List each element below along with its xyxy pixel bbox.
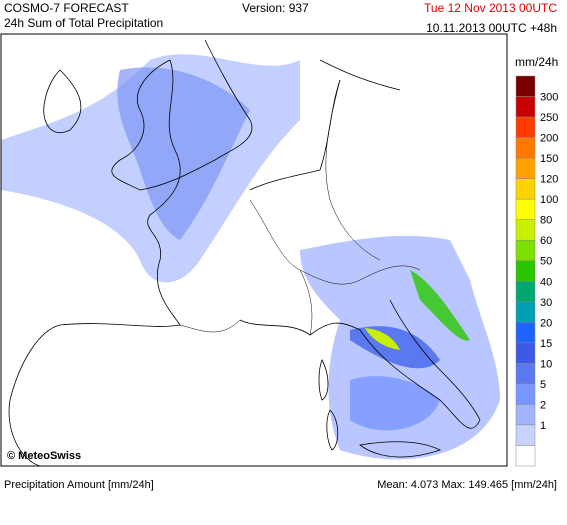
subtitle: 24h Sum of Total Precipitation — [4, 16, 163, 30]
legend: 300 250 200 150 120 100 80 60 50 40 30 20 15 10 5 2 1 — [515, 75, 558, 467]
legend-swatch — [515, 116, 536, 138]
legend-label: 40 — [540, 276, 552, 288]
legend-label: 50 — [540, 256, 552, 268]
legend-label: 200 — [540, 133, 558, 145]
map: © MeteoSwiss — [0, 33, 508, 467]
footer-left: Precipitation Amount [mm/24h] — [4, 479, 154, 491]
run-time: 10.11.2013 00UTC +48h — [426, 21, 557, 35]
legend-swatch — [515, 363, 536, 385]
legend-label: 250 — [540, 112, 558, 124]
legend-swatch — [515, 219, 536, 241]
legend-swatch — [515, 281, 536, 303]
legend-label: 10 — [540, 358, 552, 370]
legend-swatch — [515, 239, 536, 261]
legend-label: 150 — [540, 153, 558, 165]
legend-label: 300 — [540, 92, 558, 104]
version: Version: 937 — [242, 1, 309, 15]
legend-swatch — [515, 178, 536, 200]
legend-label: 120 — [540, 174, 558, 186]
credit: © MeteoSwiss — [7, 450, 81, 462]
legend-swatch — [515, 96, 536, 118]
legend-label: 100 — [540, 194, 558, 206]
legend-label: 60 — [540, 235, 552, 247]
legend-label: 15 — [540, 338, 552, 350]
footer-right: Mean: 4.073 Max: 149.465 [mm/24h] — [377, 479, 557, 491]
legend-swatch — [515, 157, 536, 179]
legend-swatch — [515, 322, 536, 344]
legend-swatch — [515, 301, 536, 323]
legend-label: 2 — [540, 399, 546, 411]
title: COSMO-7 FORECAST — [4, 1, 129, 15]
legend-swatch — [515, 342, 536, 364]
legend-swatch — [515, 260, 536, 282]
legend-label: 30 — [540, 297, 552, 309]
legend-swatch — [515, 137, 536, 159]
legend-label: 20 — [540, 317, 552, 329]
valid-time: Tue 12 Nov 2013 00UTC — [424, 1, 557, 15]
legend-swatch — [515, 445, 536, 467]
legend-swatch — [515, 424, 536, 446]
legend-label: 80 — [540, 215, 552, 227]
legend-swatch — [515, 198, 536, 220]
legend-swatch — [515, 383, 536, 405]
legend-swatch — [515, 75, 536, 97]
legend-label: 1 — [540, 420, 546, 432]
legend-swatch — [515, 404, 536, 426]
legend-label: 5 — [540, 379, 546, 391]
legend-unit: mm/24h — [515, 55, 558, 69]
